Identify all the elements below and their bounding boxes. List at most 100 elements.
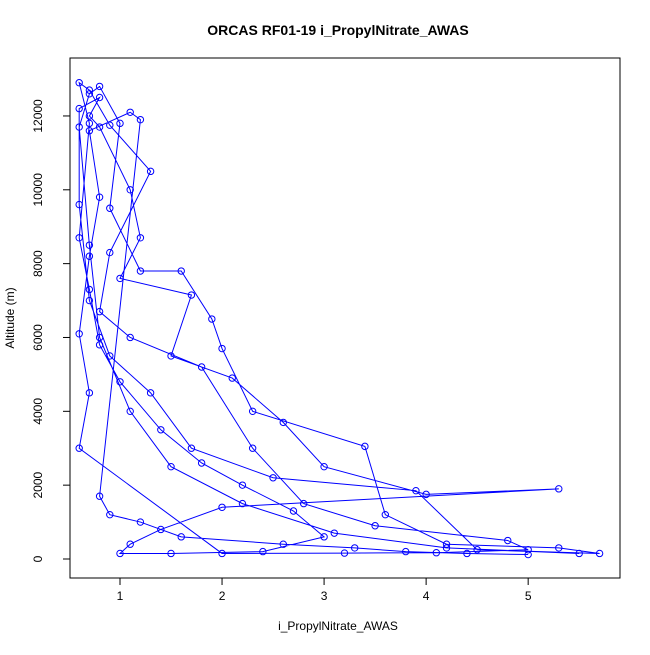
data-point <box>136 234 145 242</box>
data-point <box>126 108 134 116</box>
data-point <box>197 363 206 371</box>
data-point <box>85 112 94 120</box>
data-point <box>473 546 481 554</box>
chart-title: ORCAS RF01-19 i_PropylNitrate_AWAS <box>207 22 468 38</box>
data-point <box>442 540 451 548</box>
y-tick-label: 10000 <box>31 173 45 207</box>
data-point <box>95 333 104 342</box>
x-tick-label: 5 <box>525 589 532 603</box>
data-point <box>361 442 369 451</box>
x-tick-label: 1 <box>117 589 124 603</box>
data-point <box>95 193 104 201</box>
y-tick-label: 2000 <box>31 471 45 498</box>
plot-frame <box>69 57 621 579</box>
data-point <box>95 307 104 316</box>
data-point <box>85 285 94 294</box>
y-axis-label: Altitude (m) <box>3 287 17 348</box>
data-point <box>75 234 83 242</box>
data-point <box>126 540 134 548</box>
y-tick-label: 12000 <box>31 99 45 133</box>
data-point <box>504 536 512 545</box>
data-point <box>75 79 83 87</box>
data-point <box>95 93 104 102</box>
data-point <box>75 330 83 338</box>
data-point <box>136 115 145 124</box>
y-tick-label: 0 <box>31 555 45 562</box>
data-line <box>78 81 600 556</box>
data-point <box>167 352 175 360</box>
data-point <box>106 248 114 257</box>
data-point <box>340 549 349 557</box>
data-point <box>371 522 379 530</box>
data-point <box>197 459 206 467</box>
data-point <box>85 119 94 128</box>
data-point <box>269 474 277 482</box>
data-point <box>167 549 175 558</box>
x-axis-label: i_PropylNitrate_AWAS <box>278 619 398 633</box>
data-point <box>575 549 583 558</box>
data-point <box>381 510 390 519</box>
data-point <box>95 341 104 349</box>
data-point <box>238 481 247 489</box>
data-point <box>126 186 134 194</box>
y-tick-label: 8000 <box>31 250 45 277</box>
data-point <box>524 546 532 554</box>
data-point <box>106 510 114 519</box>
data-point <box>146 389 155 397</box>
data-point <box>463 549 471 558</box>
data-point <box>85 241 94 249</box>
data-point <box>595 549 604 558</box>
data-point <box>85 86 94 94</box>
data-point <box>95 123 104 131</box>
data-point <box>228 374 236 382</box>
data-point <box>412 486 420 495</box>
data-point <box>75 104 83 113</box>
data-point <box>218 503 226 512</box>
data-point <box>126 333 134 342</box>
data-point <box>555 485 563 493</box>
data-point <box>259 547 267 556</box>
data-point <box>279 418 287 427</box>
data-point <box>85 90 94 98</box>
data-point <box>85 296 94 305</box>
data-point <box>75 123 83 131</box>
y-tick-label: 4000 <box>31 398 45 425</box>
data-point <box>146 167 155 176</box>
data-point <box>157 525 165 534</box>
data-point <box>85 252 94 260</box>
data-point <box>95 82 104 91</box>
data-point <box>350 544 359 552</box>
data-point <box>320 462 328 471</box>
data-point <box>248 444 257 452</box>
data-point <box>330 529 338 537</box>
data-point <box>208 315 216 323</box>
data-point <box>238 499 247 508</box>
data-point <box>116 549 124 558</box>
data-point <box>116 378 124 386</box>
data-point <box>167 462 175 471</box>
data-point <box>116 119 124 128</box>
data-point <box>106 204 114 212</box>
data-point <box>95 492 104 500</box>
data-point <box>126 407 134 416</box>
data-point <box>422 490 430 499</box>
x-tick-label: 2 <box>219 589 226 603</box>
data-point <box>187 444 196 452</box>
x-tick-label: 4 <box>423 589 430 603</box>
data-point <box>555 544 563 552</box>
data-point <box>116 274 124 283</box>
data-point <box>442 544 451 552</box>
data-point <box>85 127 94 135</box>
data-point <box>136 518 145 526</box>
data-point <box>75 444 83 452</box>
data-point <box>248 407 257 416</box>
x-tick-label: 3 <box>321 589 328 603</box>
data-point <box>299 499 308 508</box>
data-point <box>157 426 165 434</box>
data-point <box>279 540 287 548</box>
data-point <box>402 547 410 556</box>
data-point <box>289 507 298 515</box>
data-point <box>177 533 185 541</box>
